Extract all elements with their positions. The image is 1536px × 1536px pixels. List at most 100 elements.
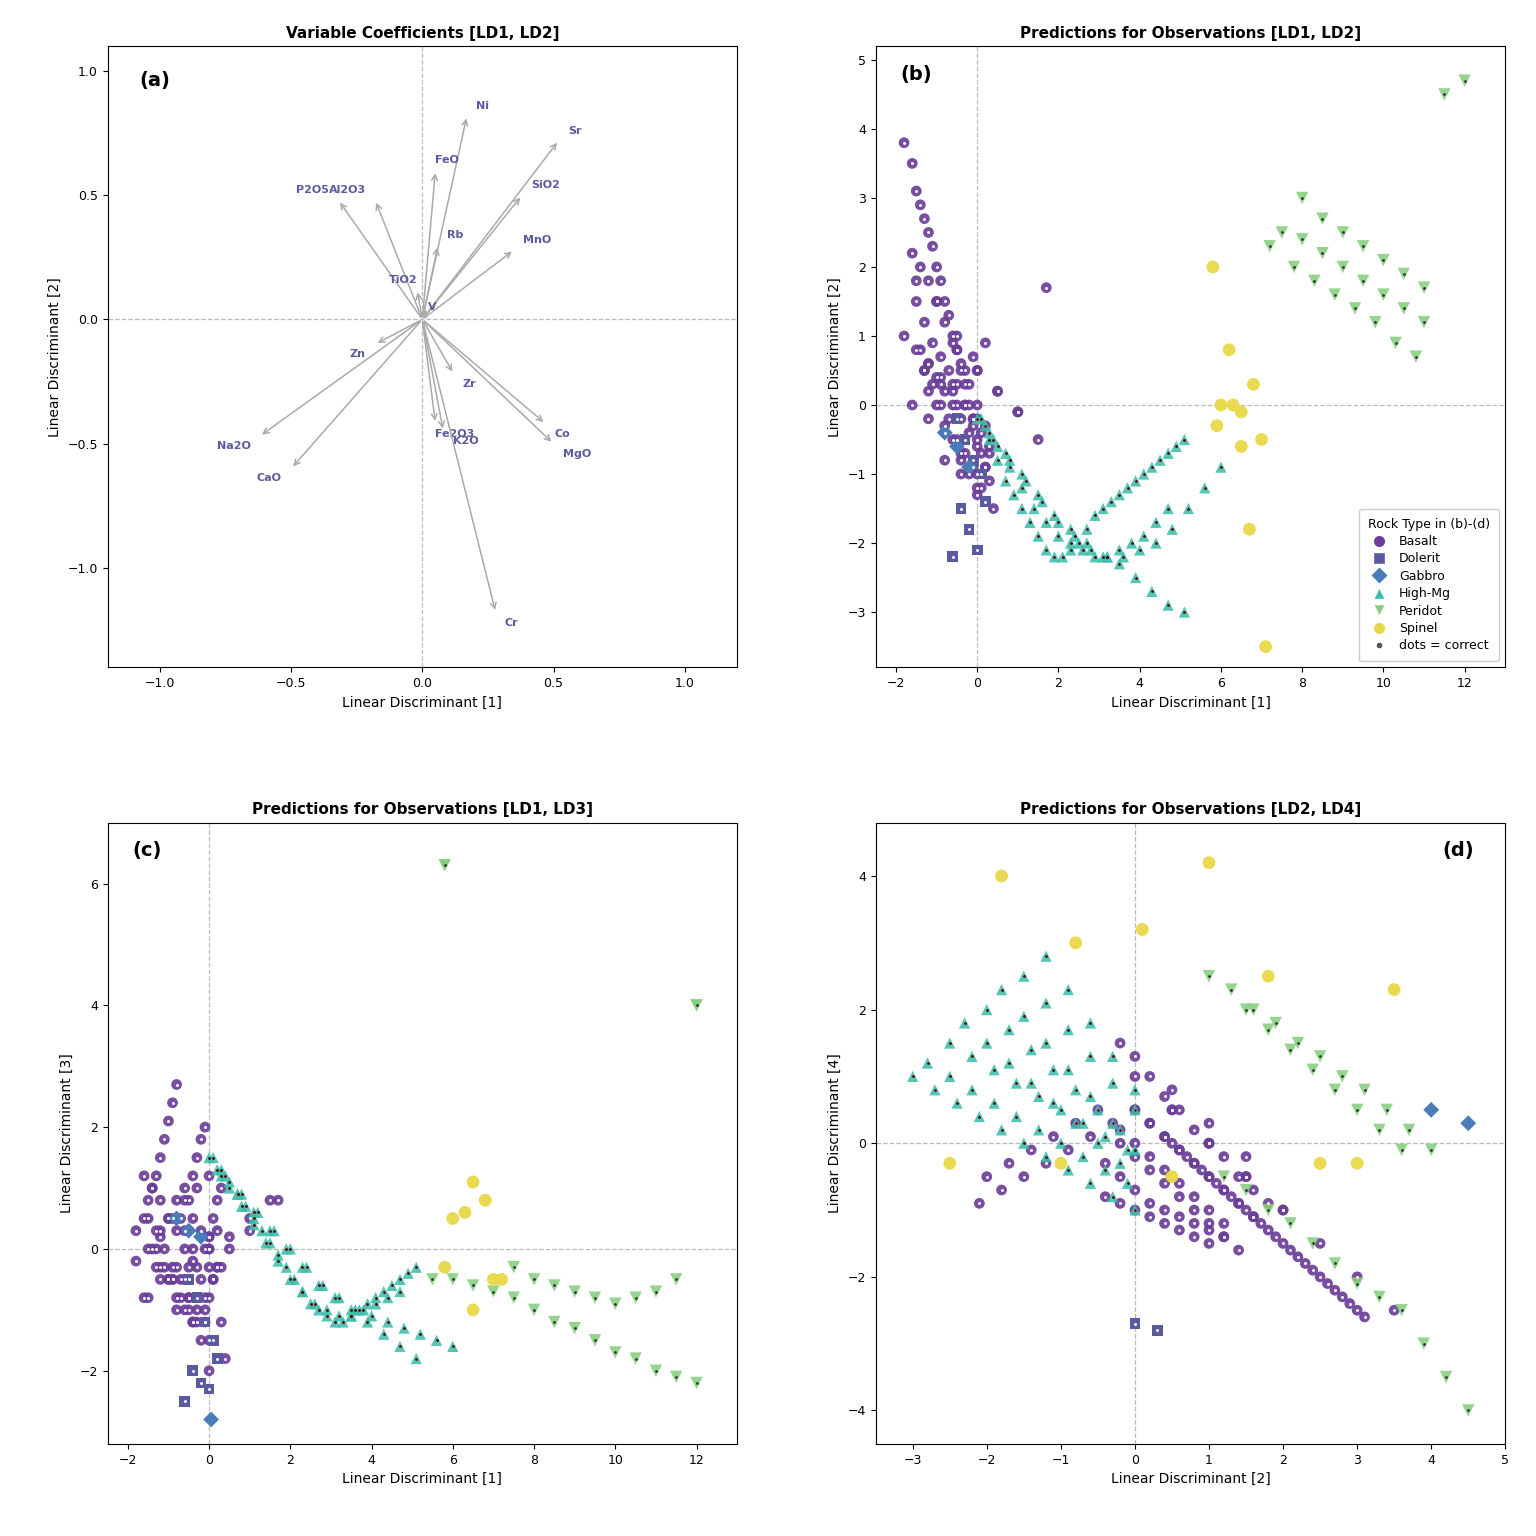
Point (1123, 1064, 1147, 1089)
Point (164, 1206, 189, 1230)
Point (189, 1218, 214, 1243)
Point (1233, 1178, 1258, 1203)
Y-axis label: Linear Discriminant [2]: Linear Discriminant [2] (48, 276, 61, 436)
Point (209, 1158, 233, 1183)
Point (1209, 393, 1233, 418)
Point (1071, 538, 1095, 562)
Point (278, 1267, 303, 1292)
Point (908, 255, 932, 280)
Point (1100, 1111, 1124, 1135)
Point (945, 427, 969, 452)
Point (945, 338, 969, 362)
Point (144, 1218, 169, 1243)
Point (315, 1304, 339, 1329)
Point (1091, 496, 1115, 521)
Point (949, 358, 974, 382)
Point (1342, 296, 1367, 321)
Point (965, 435, 989, 459)
Point (327, 1286, 352, 1310)
Point (644, 1279, 668, 1304)
Point (972, 413, 997, 438)
Point (905, 289, 929, 313)
Point (197, 1255, 221, 1279)
Title: Predictions for Observations [LD1, LD3]: Predictions for Observations [LD1, LD3] (252, 802, 593, 817)
Point (937, 303, 962, 327)
Point (1372, 247, 1396, 272)
Point (1100, 1071, 1124, 1095)
Point (1063, 524, 1087, 548)
Point (197, 1164, 221, 1189)
Point (372, 1279, 396, 1304)
Point (1152, 1198, 1177, 1223)
Point (177, 1267, 201, 1292)
Point (197, 1236, 221, 1261)
Point (181, 1164, 206, 1189)
Point (160, 1267, 184, 1292)
Point (949, 441, 974, 465)
Point (189, 1329, 214, 1353)
Point (900, 1064, 925, 1089)
Point (1078, 1170, 1103, 1195)
Text: CaO: CaO (257, 473, 283, 484)
Point (157, 1206, 181, 1230)
Point (201, 1146, 226, 1170)
Point (1315, 1272, 1339, 1296)
Point (1160, 518, 1184, 542)
Point (181, 1358, 206, 1382)
Text: Co: Co (554, 429, 570, 439)
Text: MgO: MgO (562, 449, 591, 459)
Point (1181, 1210, 1206, 1235)
Point (258, 1187, 283, 1212)
Point (985, 379, 1009, 404)
Point (209, 1255, 233, 1279)
Point (974, 1031, 998, 1055)
Point (932, 421, 957, 445)
Point (209, 1164, 233, 1189)
Point (940, 393, 965, 418)
Point (1107, 551, 1132, 576)
Point (1066, 531, 1091, 556)
Point (937, 1031, 962, 1055)
Point (952, 441, 977, 465)
Point (258, 1230, 283, 1255)
Point (1204, 1170, 1229, 1195)
Point (253, 1230, 278, 1255)
Point (542, 1310, 567, 1335)
Point (1123, 1098, 1147, 1123)
Point (1372, 283, 1396, 307)
Point (1152, 1158, 1177, 1183)
Point (1107, 1118, 1132, 1143)
Point (945, 324, 969, 349)
Point (172, 1218, 197, 1243)
Point (1009, 476, 1034, 501)
Point (915, 220, 940, 244)
Point (1189, 1158, 1213, 1183)
Point (135, 1206, 160, 1230)
Point (1204, 413, 1229, 438)
Point (997, 449, 1021, 473)
Point (147, 1146, 172, 1170)
Point (977, 468, 1001, 493)
Point (1330, 220, 1355, 244)
Point (1034, 1144, 1058, 1169)
Point (974, 1164, 998, 1189)
Point (1160, 1098, 1184, 1123)
Point (1005, 1104, 1029, 1129)
Point (965, 358, 989, 382)
Point (192, 1115, 217, 1140)
Point (957, 372, 982, 396)
Point (1286, 1244, 1310, 1269)
Point (905, 338, 929, 362)
Point (962, 344, 986, 369)
Point (1290, 227, 1315, 252)
Point (1123, 1078, 1147, 1103)
Point (1270, 1232, 1295, 1256)
Point (977, 427, 1001, 452)
Point (1009, 496, 1034, 521)
Point (1144, 1318, 1169, 1342)
Point (184, 1175, 209, 1200)
Point (164, 1298, 189, 1322)
Point (1138, 1204, 1163, 1229)
Point (1055, 1158, 1080, 1183)
Point (920, 330, 945, 355)
